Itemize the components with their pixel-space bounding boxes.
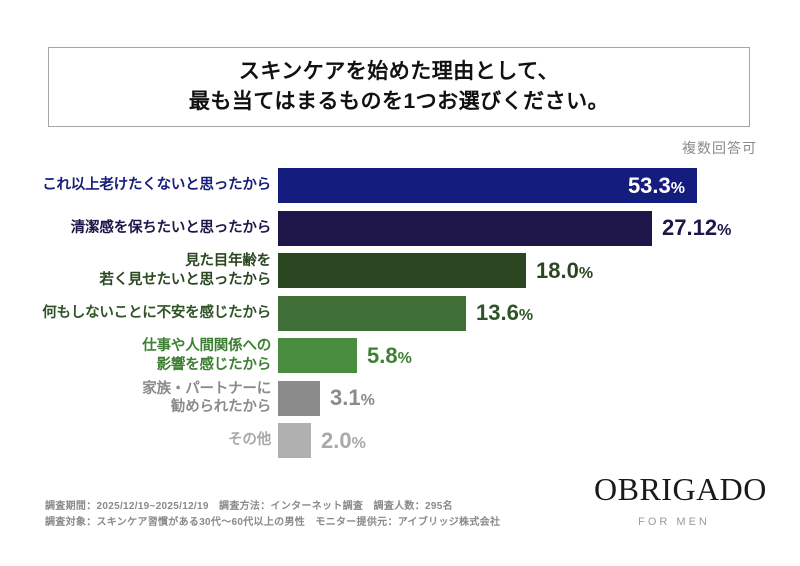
category-label: 何もしないことに不安を感じたから (42, 304, 271, 321)
value-label: 18.0% (536, 257, 594, 283)
bar-row: 清潔感を保ちたいと思ったから 27.12% (0, 210, 800, 246)
category-label: 見た目年齢を 若く見せたいと思ったから (99, 253, 271, 288)
percent-sign: % (578, 264, 594, 282)
category-label: 清潔感を保ちたいと思ったから (70, 219, 271, 236)
value-label: 13.6% (476, 300, 534, 325)
percent-sign: % (717, 222, 732, 239)
category-label: 仕事や人間関係への 影響を感じたから (142, 338, 271, 373)
category-label: その他 (228, 432, 271, 449)
brand-subtitle: FOR MEN (638, 516, 710, 528)
bar-chart: これ以上老けたくないと思ったから 53.3% 清潔感を保ちたいと思ったから 27… (0, 168, 800, 466)
value-label: 27.12% (662, 215, 732, 240)
page-title-line2: 最も当てはまるものを1つお選びください。 (188, 90, 610, 113)
bar-row: 見た目年齢を 若く見せたいと思ったから 18.0% (0, 253, 800, 288)
bar-row: 家族・パートナーに 勧められたから 3.1% (0, 380, 800, 416)
bar (278, 253, 526, 288)
brand-name: OBRIGADO (594, 471, 767, 507)
bar (278, 338, 357, 373)
page-title-line1: スキンケアを始めた理由として、 (238, 59, 560, 83)
value-label: 3.1% (330, 385, 375, 410)
brand-logo: OBRIGADO FOR MEN (594, 471, 767, 528)
bar-row: 何もしないことに不安を感じたから 13.6% (0, 295, 800, 331)
percent-sign: % (670, 179, 685, 197)
category-label: 家族・パートナーに 勧められたから (142, 380, 271, 415)
value-label: 2.0% (321, 427, 366, 453)
bar-row: 仕事や人間関係への 影響を感じたから 5.8% (0, 338, 800, 373)
percent-sign: % (351, 434, 366, 452)
bar (278, 295, 466, 331)
bar-row: これ以上老けたくないと思ったから 53.3% (0, 168, 800, 203)
bar (278, 423, 311, 458)
value-label: 5.8% (367, 342, 412, 368)
bar: 53.3% (278, 168, 697, 203)
multiple-answers-note: 複数回答可 (682, 140, 757, 156)
survey-footnote-line2: 調査対象：スキンケア習慣がある30代～60代以上の男性 モニター提供元：アイブリ… (45, 517, 501, 528)
value-label: 53.3% (627, 172, 685, 198)
survey-footnote-line1: 調査期間：2025/12/19~2025/12/19 調査方法：インターネット調… (45, 501, 453, 512)
percent-sign: % (360, 392, 375, 409)
category-label: これ以上老けたくないと思ったから (42, 177, 271, 194)
survey-footnote: 調査期間：2025/12/19~2025/12/19 調査方法：インターネット調… (45, 499, 500, 531)
bar (278, 210, 652, 246)
percent-sign: % (397, 349, 412, 367)
percent-sign: % (518, 307, 534, 324)
bar (278, 380, 320, 416)
title-box: スキンケアを始めた理由として、 最も当てはまるものを1つお選びください。 (48, 47, 750, 127)
bar-row: その他 2.0% (0, 423, 800, 458)
